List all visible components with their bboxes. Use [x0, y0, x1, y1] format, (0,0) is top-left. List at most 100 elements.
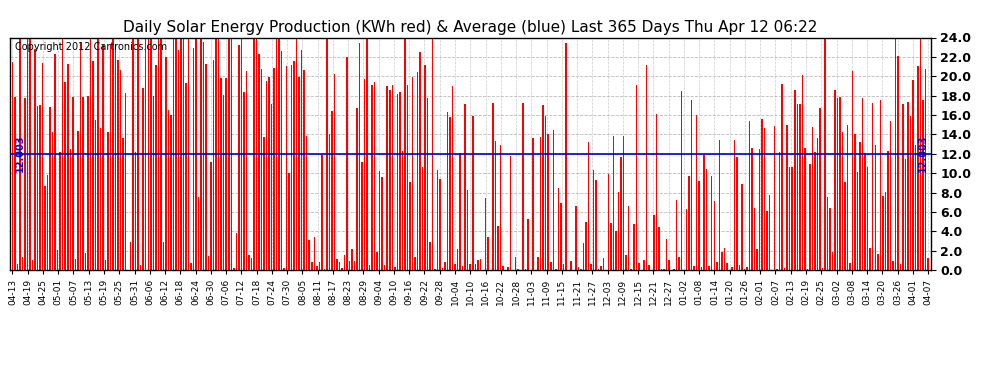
- Bar: [260, 69, 262, 270]
- Bar: [753, 208, 755, 270]
- Bar: [608, 174, 610, 270]
- Bar: [45, 186, 46, 270]
- Bar: [819, 108, 821, 270]
- Bar: [446, 112, 448, 270]
- Bar: [324, 269, 325, 270]
- Bar: [273, 68, 275, 270]
- Bar: [495, 141, 496, 270]
- Bar: [600, 267, 602, 270]
- Bar: [17, 264, 18, 270]
- Bar: [464, 104, 466, 270]
- Bar: [533, 138, 534, 270]
- Bar: [570, 261, 571, 270]
- Bar: [228, 38, 230, 270]
- Bar: [560, 203, 561, 270]
- Bar: [552, 130, 554, 270]
- Bar: [748, 121, 750, 270]
- Bar: [59, 152, 61, 270]
- Bar: [281, 51, 282, 270]
- Bar: [555, 269, 556, 270]
- Bar: [660, 269, 662, 270]
- Text: 12.003: 12.003: [15, 135, 25, 172]
- Bar: [95, 120, 96, 270]
- Bar: [611, 223, 612, 270]
- Bar: [902, 104, 904, 270]
- Bar: [356, 108, 357, 270]
- Bar: [890, 121, 891, 270]
- Bar: [364, 79, 365, 270]
- Bar: [709, 266, 710, 270]
- Bar: [724, 248, 725, 270]
- Bar: [391, 86, 393, 270]
- Bar: [583, 243, 584, 270]
- Bar: [837, 98, 839, 270]
- Bar: [751, 148, 752, 270]
- Bar: [84, 254, 86, 270]
- Bar: [849, 264, 850, 270]
- Bar: [474, 264, 476, 270]
- Bar: [623, 136, 625, 270]
- Bar: [342, 268, 343, 270]
- Bar: [115, 44, 116, 270]
- Bar: [87, 96, 89, 270]
- Bar: [653, 214, 654, 270]
- Bar: [907, 102, 909, 270]
- Bar: [469, 264, 471, 270]
- Bar: [253, 38, 254, 270]
- Bar: [756, 249, 757, 270]
- Bar: [371, 85, 373, 270]
- Bar: [807, 269, 808, 270]
- Bar: [497, 226, 499, 270]
- Bar: [417, 72, 418, 270]
- Bar: [910, 116, 911, 270]
- Bar: [255, 39, 257, 270]
- Bar: [203, 42, 204, 270]
- Bar: [645, 64, 647, 270]
- Bar: [399, 92, 401, 270]
- Bar: [786, 124, 788, 270]
- Bar: [905, 159, 906, 270]
- Bar: [832, 252, 834, 270]
- Bar: [79, 42, 81, 270]
- Bar: [47, 175, 49, 270]
- Bar: [27, 38, 29, 270]
- Bar: [19, 38, 21, 270]
- Bar: [200, 38, 202, 270]
- Bar: [346, 57, 347, 270]
- Bar: [172, 38, 174, 270]
- Title: Daily Solar Energy Production (KWh red) & Average (blue) Last 365 Days Thu Apr 1: Daily Solar Energy Production (KWh red) …: [123, 20, 818, 35]
- Bar: [120, 70, 122, 270]
- Bar: [440, 179, 441, 270]
- Bar: [711, 176, 713, 270]
- Bar: [409, 182, 411, 270]
- Bar: [329, 134, 330, 270]
- Bar: [923, 100, 924, 270]
- Bar: [432, 38, 434, 270]
- Bar: [626, 255, 627, 270]
- Bar: [152, 96, 154, 270]
- Bar: [769, 195, 770, 270]
- Bar: [42, 63, 44, 270]
- Bar: [102, 45, 104, 270]
- Bar: [291, 65, 292, 270]
- Bar: [110, 44, 111, 270]
- Bar: [454, 264, 456, 270]
- Bar: [681, 91, 682, 270]
- Bar: [366, 38, 368, 270]
- Bar: [920, 38, 922, 270]
- Bar: [879, 100, 881, 270]
- Bar: [344, 255, 346, 270]
- Bar: [231, 38, 232, 270]
- Bar: [817, 138, 818, 270]
- Bar: [789, 166, 790, 270]
- Bar: [686, 209, 687, 270]
- Bar: [523, 103, 524, 270]
- Bar: [528, 219, 529, 270]
- Bar: [575, 206, 576, 270]
- Bar: [598, 268, 599, 270]
- Bar: [276, 38, 277, 270]
- Bar: [543, 105, 544, 270]
- Bar: [92, 61, 94, 270]
- Bar: [407, 85, 408, 270]
- Bar: [701, 267, 703, 270]
